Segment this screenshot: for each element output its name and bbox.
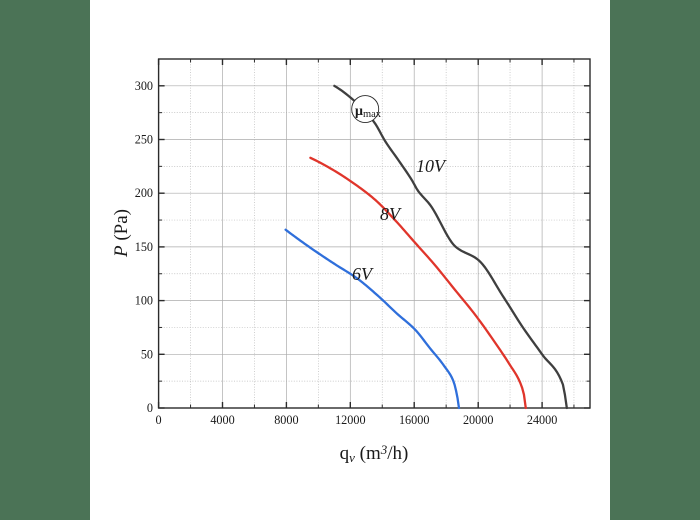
svg-text:qv (m3/h): qv (m3/h): [340, 442, 409, 464]
svg-text:20000: 20000: [463, 413, 493, 427]
svg-text:P (Pa): P (Pa): [111, 209, 132, 258]
svg-text:12000: 12000: [335, 413, 365, 427]
svg-text:24000: 24000: [527, 413, 557, 427]
svg-text:0: 0: [156, 413, 162, 427]
svg-text:8000: 8000: [274, 413, 298, 427]
svg-text:8V: 8V: [380, 204, 402, 224]
svg-text:300: 300: [135, 79, 153, 93]
svg-text:200: 200: [135, 186, 153, 200]
svg-text:0: 0: [147, 401, 153, 415]
svg-text:16000: 16000: [399, 413, 429, 427]
svg-text:10V: 10V: [416, 156, 447, 176]
svg-text:250: 250: [135, 133, 153, 147]
svg-text:100: 100: [135, 294, 153, 308]
svg-text:4000: 4000: [210, 413, 234, 427]
svg-text:6V: 6V: [352, 264, 374, 284]
svg-text:50: 50: [141, 347, 153, 361]
svg-text:150: 150: [135, 240, 153, 254]
